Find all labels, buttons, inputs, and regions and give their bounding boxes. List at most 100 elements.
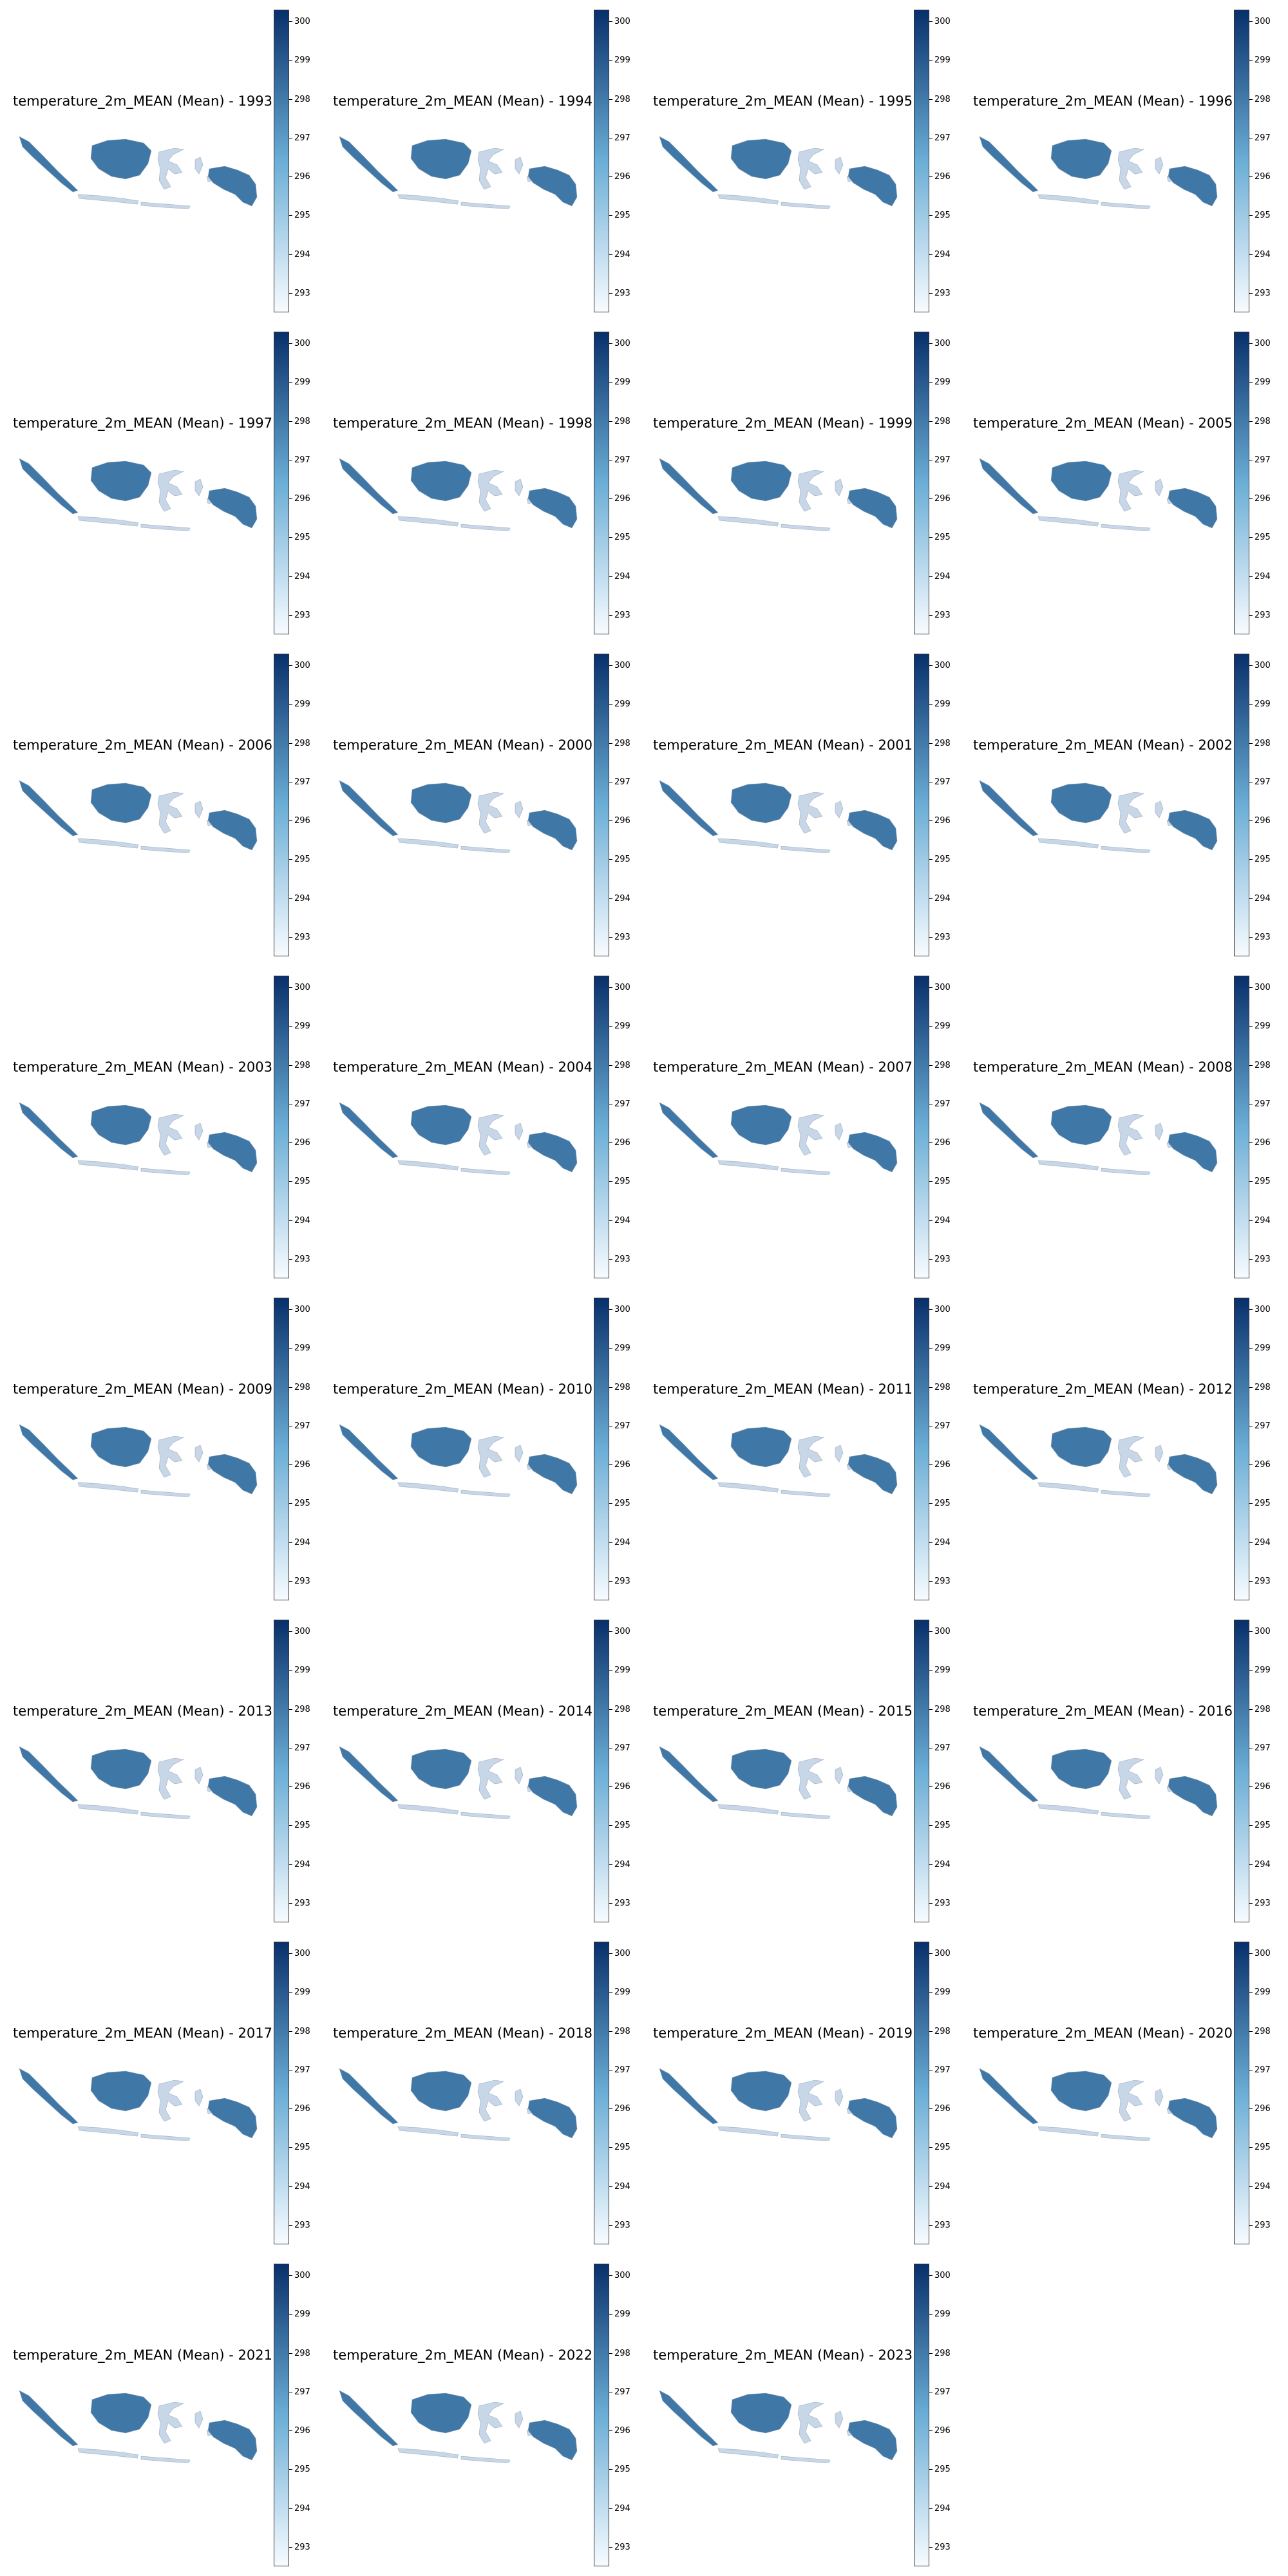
papua-shape	[207, 488, 258, 529]
colorbar-tick-label: 297	[1249, 1744, 1271, 1752]
colorbar-tick-label: 294	[289, 2183, 310, 2191]
colorbar	[1234, 10, 1249, 312]
colorbar-tick-label: 293	[929, 933, 951, 942]
colorbar-tick-label: 295	[609, 2465, 630, 2474]
borneo-shape	[90, 782, 152, 824]
choropleth-map	[339, 458, 578, 531]
borneo-shape	[730, 1748, 792, 1790]
colorbar-ticks: 293 294 295 296 297 298 299 300	[1249, 976, 1279, 1278]
choropleth-map	[19, 2068, 258, 2141]
colorbar-tick-label: 297	[289, 2388, 310, 2396]
borneo-shape	[730, 782, 792, 824]
colorbar-tick-label: 294	[289, 895, 310, 903]
map-panel-2021: temperature_2m_MEAN (Mean) - 2021 293 294 2…	[0, 2254, 320, 2576]
map-title: temperature_2m_MEAN (Mean) - 2012	[973, 1381, 1233, 1397]
colorbar-tick-label: 299	[289, 1988, 310, 1996]
colorbar-ticks: 293 294 295 296 297 298 299 300	[1249, 332, 1279, 634]
papua-shape	[527, 2420, 578, 2461]
colorbar-tick-label: 296	[289, 1139, 310, 1147]
lesser-sunda-shape	[1101, 1168, 1151, 1175]
borneo-shape	[410, 1104, 472, 1146]
sulawesi-shape	[157, 147, 184, 190]
java-shape	[77, 838, 139, 849]
colorbar	[1234, 976, 1249, 1278]
colorbar-tick-label: 300	[929, 983, 951, 992]
colorbar	[1234, 1942, 1249, 2244]
java-shape	[1037, 1482, 1099, 1493]
colorbar-tick-label: 298	[609, 1061, 630, 1070]
colorbar-tick-label: 296	[609, 1139, 630, 1147]
papua-shape	[848, 810, 898, 851]
colorbar-tick-label: 293	[289, 933, 310, 942]
colorbar-tick-label: 295	[929, 211, 951, 220]
choropleth-map	[979, 136, 1218, 209]
map-title: temperature_2m_MEAN (Mean) - 2021	[13, 2347, 272, 2363]
colorbar-tick-label: 299	[609, 700, 630, 708]
sumatra-shape	[659, 136, 719, 193]
sumatra-shape	[659, 780, 719, 837]
map-panel-2020: temperature_2m_MEAN (Mean) - 2020 293 294 2…	[960, 1932, 1280, 2254]
colorbar-tick-label: 294	[609, 1861, 630, 1869]
colorbar-ticks: 293 294 295 296 297 298 299 300	[1249, 1620, 1279, 1922]
colorbar-tick-label: 297	[1249, 1100, 1271, 1108]
colorbar-tick-label: 293	[609, 1899, 630, 1908]
papua-shape	[1168, 1454, 1218, 1495]
map-panel-2013: temperature_2m_MEAN (Mean) - 2013 293 294 2…	[0, 1610, 320, 1932]
colorbar-tick-label: 296	[1249, 2105, 1271, 2113]
colorbar	[274, 2264, 289, 2566]
colorbar-tick-label: 293	[289, 2543, 310, 2552]
colorbar	[914, 1620, 929, 1922]
sulawesi-shape	[797, 2079, 824, 2122]
colorbar-tick-label: 293	[929, 2543, 951, 2552]
colorbar-tick-label: 296	[609, 2105, 630, 2113]
sulawesi-shape	[797, 1757, 824, 1800]
colorbar-tick-label: 297	[1249, 778, 1271, 786]
colorbar	[594, 10, 609, 312]
colorbar-tick-label: 300	[1249, 1627, 1271, 1636]
colorbar-tick-label: 293	[929, 1899, 951, 1908]
sumatra-shape	[339, 2068, 399, 2125]
colorbar-tick-label: 297	[289, 1100, 310, 1108]
choropleth-map	[979, 1102, 1218, 1175]
java-shape	[397, 2126, 459, 2137]
colorbar-tick-label: 298	[289, 1705, 310, 1714]
lesser-sunda-shape	[1101, 846, 1151, 853]
colorbar-tick-label: 295	[1249, 1821, 1271, 1830]
sulawesi-shape	[157, 1435, 184, 1478]
colorbar-ticks: 293 294 295 296 297 298 299 300	[929, 332, 959, 634]
sulawesi-shape	[477, 2079, 504, 2122]
colorbar	[594, 1942, 609, 2244]
colorbar-tick-label: 296	[289, 1783, 310, 1791]
colorbar-tick-label: 298	[289, 2349, 310, 2358]
map-panel-2002: temperature_2m_MEAN (Mean) - 2002 293 294 2…	[960, 644, 1280, 966]
colorbar-tick-label: 293	[609, 1577, 630, 1586]
sumatra-shape	[979, 458, 1039, 515]
map-panel-2023: temperature_2m_MEAN (Mean) - 2023 293 294 2…	[640, 2254, 960, 2576]
sulawesi-shape	[157, 2079, 184, 2122]
colorbar	[914, 1298, 929, 1600]
colorbar-tick-label: 295	[289, 2143, 310, 2152]
lesser-sunda-shape	[140, 1812, 191, 1819]
colorbar-tick-label: 296	[609, 2427, 630, 2435]
lesser-sunda-shape	[140, 524, 191, 531]
map-panel-2016: temperature_2m_MEAN (Mean) - 2016 293 294 2…	[960, 1610, 1280, 1932]
sulawesi-shape	[157, 1113, 184, 1156]
colorbar-tick-label: 300	[1249, 661, 1271, 670]
papua-shape	[848, 1454, 898, 1495]
map-title: temperature_2m_MEAN (Mean) - 2005	[973, 415, 1233, 431]
colorbar-tick-label: 298	[929, 2027, 951, 2036]
colorbar-tick-label: 298	[929, 739, 951, 748]
colorbar-tick-label: 295	[1249, 2143, 1271, 2152]
map-panel-2007: temperature_2m_MEAN (Mean) - 2007 293 294 2…	[640, 966, 960, 1288]
borneo-shape	[410, 1748, 472, 1790]
sumatra-shape	[339, 1102, 399, 1159]
borneo-shape	[1050, 1748, 1112, 1790]
java-shape	[717, 1160, 779, 1171]
colorbar-tick-label: 296	[1249, 173, 1271, 181]
colorbar-tick-label: 298	[289, 1061, 310, 1070]
colorbar-tick-label: 294	[929, 895, 951, 903]
colorbar-tick-label: 297	[929, 2388, 951, 2396]
java-shape	[717, 2126, 779, 2137]
colorbar-tick-label: 299	[609, 378, 630, 386]
sulawesi-shape	[1117, 791, 1144, 834]
